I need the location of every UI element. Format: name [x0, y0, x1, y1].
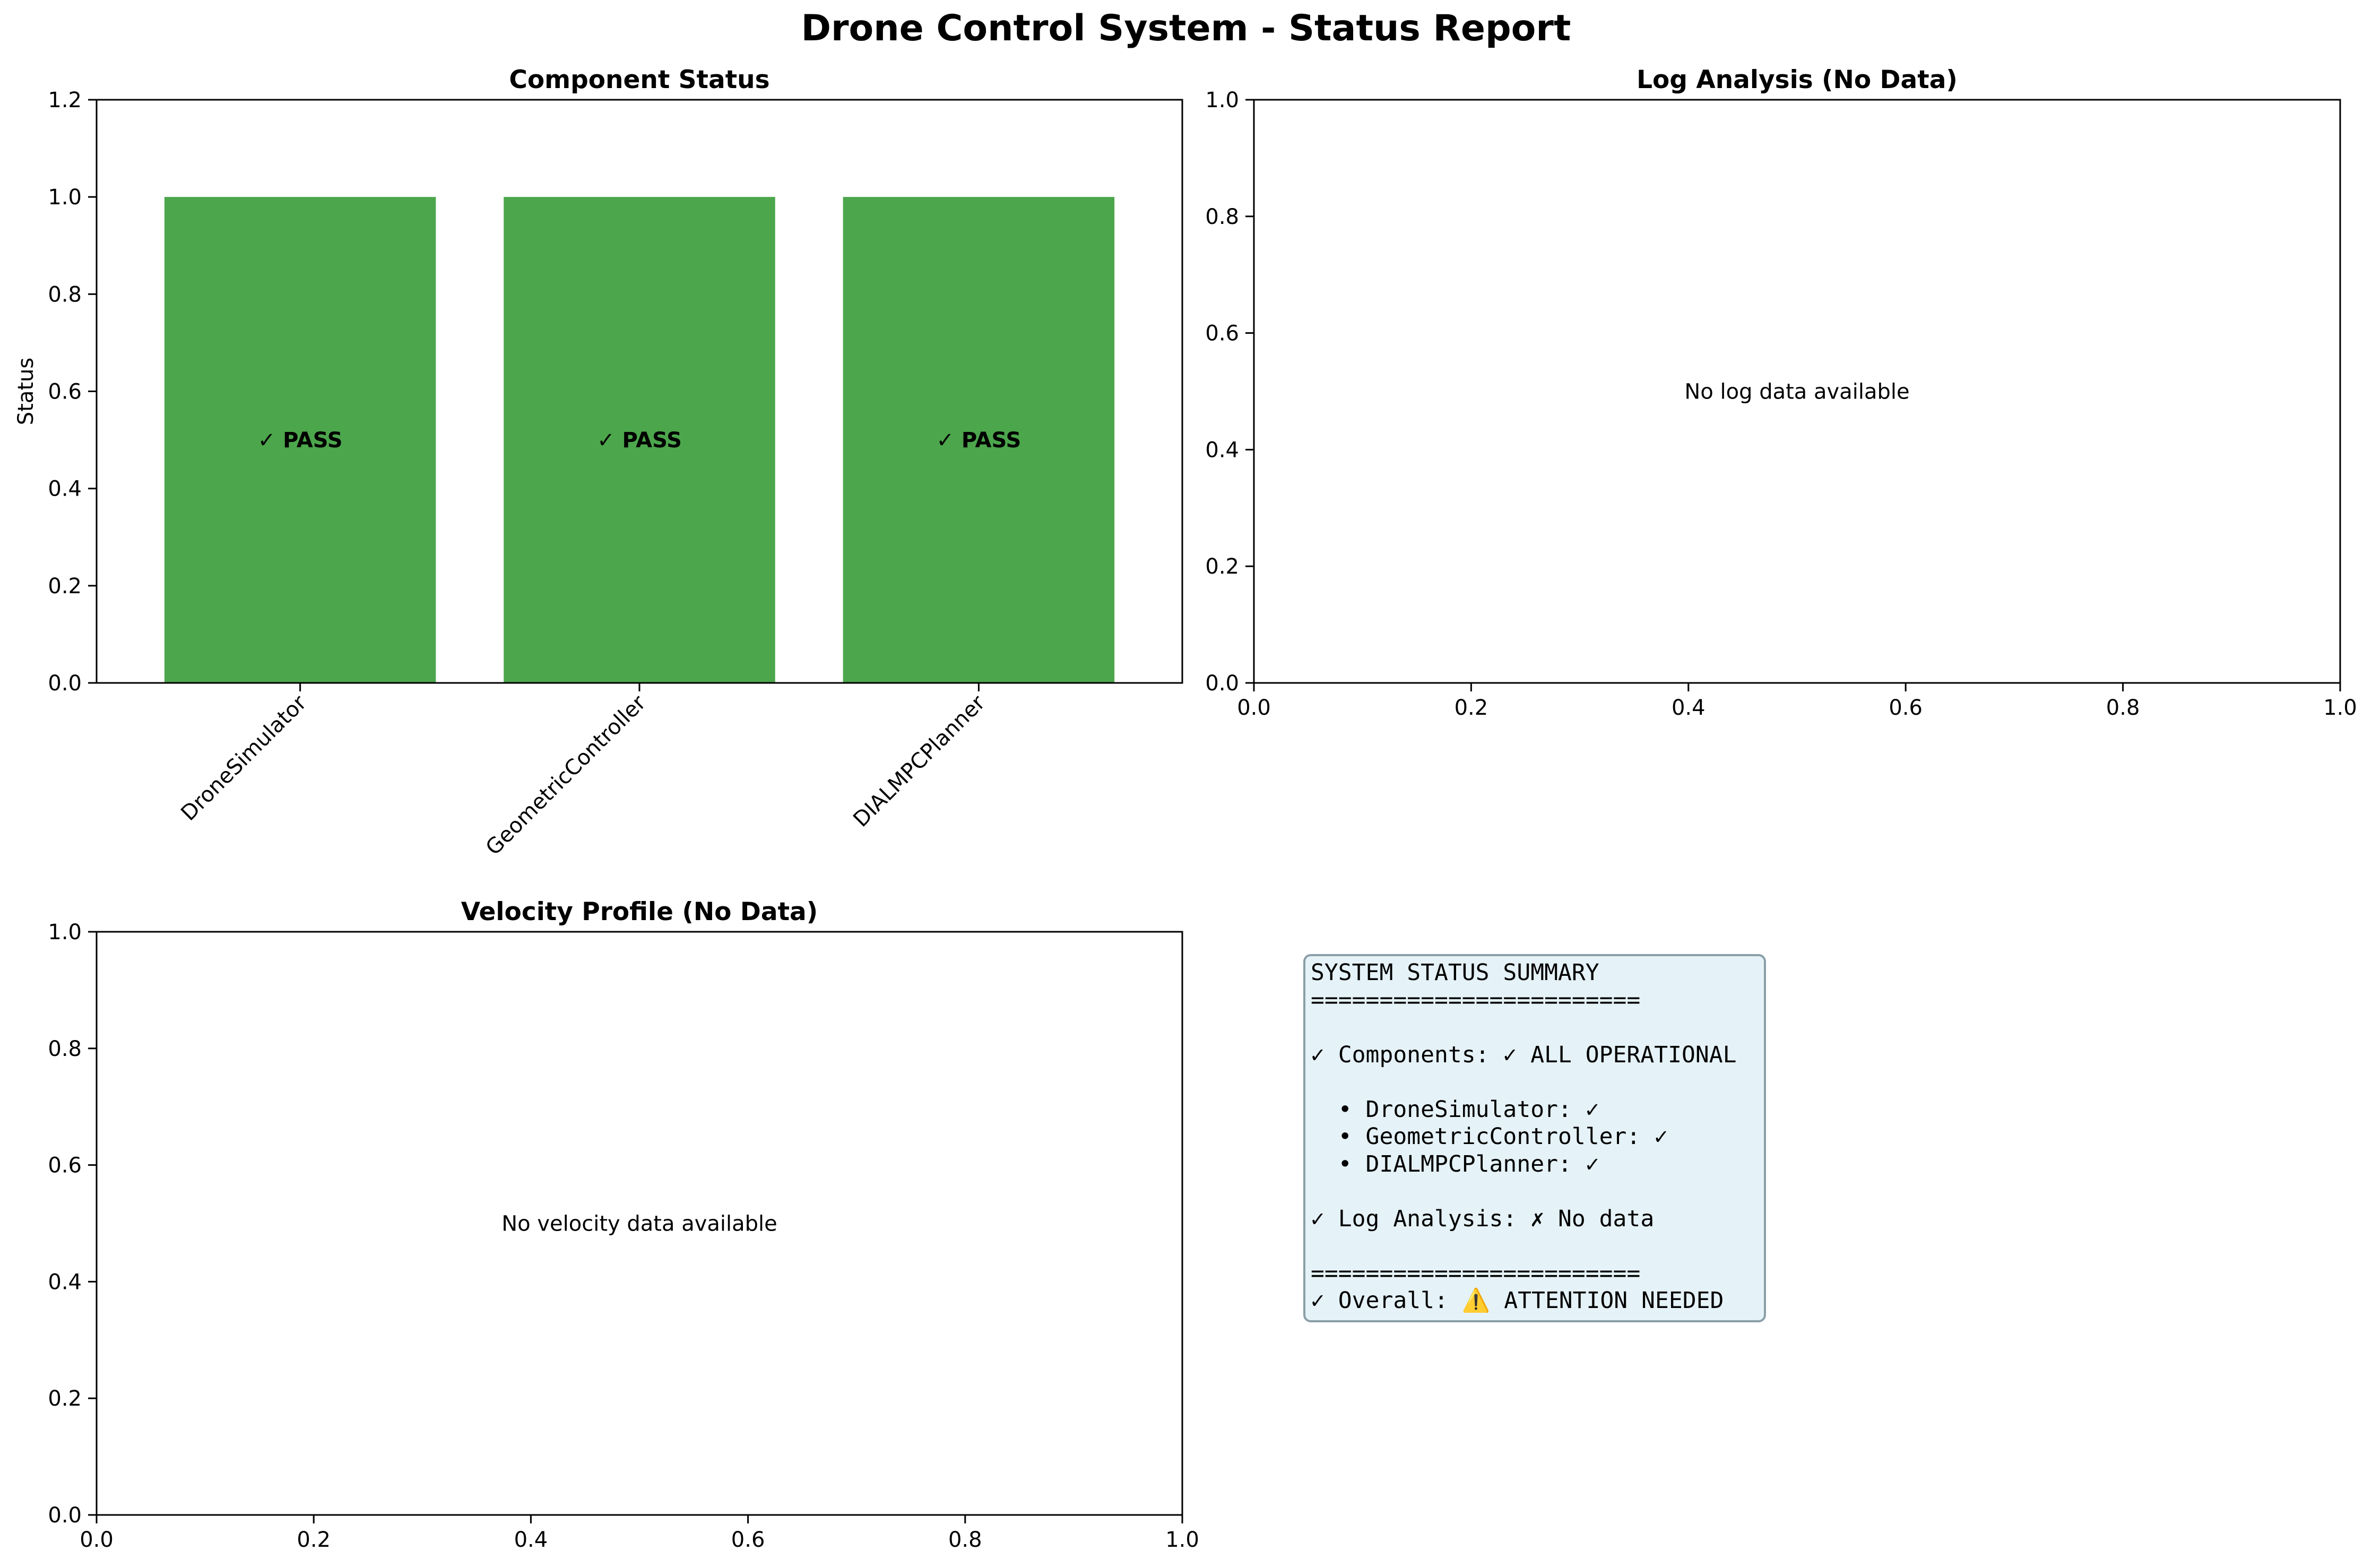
component-status-ytick-label: 0.8 — [48, 282, 82, 307]
log-analysis-title: Log Analysis (No Data) — [1637, 65, 1958, 94]
log-analysis-xtick-label: 0.2 — [1455, 696, 1488, 720]
component-status-xtick-label: GeometricController — [481, 690, 651, 860]
log-analysis-ytick-label: 0.4 — [1205, 438, 1239, 462]
bar-label: ✓ PASS — [936, 428, 1021, 453]
log-analysis-ytick-label: 0.6 — [1205, 322, 1239, 346]
component-status-ytick-label: 0.6 — [48, 380, 82, 404]
velocity-profile-ytick-label: 0.0 — [48, 1503, 82, 1528]
bar-geometriccontroller — [504, 197, 775, 683]
summary-text: SYSTEM STATUS SUMMARY ==================… — [1311, 959, 1737, 1314]
component-status-ytick-label: 1.2 — [48, 88, 82, 112]
figure-title: Drone Control System - Status Report — [801, 7, 1571, 49]
log-analysis-ytick-label: 0.8 — [1205, 205, 1239, 229]
bar-dialmpcplanner — [843, 197, 1115, 683]
component-status-xtick-label: DIALMPCPlanner — [849, 690, 990, 831]
log-analysis-xtick-label: 0.6 — [1889, 696, 1923, 720]
velocity-profile-ytick-label: 0.4 — [48, 1270, 82, 1294]
component-status-ytick-label: 0.4 — [48, 477, 82, 501]
component-status-ytick-label: 0.2 — [48, 574, 82, 599]
log-analysis-xtick-label: 1.0 — [2323, 696, 2357, 720]
velocity-profile-frame — [96, 931, 1183, 1516]
velocity-profile-ytick-label: 0.2 — [48, 1387, 82, 1411]
velocity-profile-xtick-label: 0.8 — [948, 1528, 982, 1552]
velocity-profile-ytick-label: 0.8 — [48, 1037, 82, 1061]
summary-box — [1303, 954, 1766, 1322]
velocity-profile-message: No velocity data available — [501, 1212, 777, 1236]
velocity-profile-ytick-label: 0.6 — [48, 1154, 82, 1178]
velocity-profile-title: Velocity Profile (No Data) — [461, 897, 818, 926]
log-analysis-ytick-label: 1.0 — [1205, 88, 1239, 112]
log-analysis-xtick-label: 0.0 — [1237, 696, 1271, 720]
component-status-ytick-label: 1.0 — [48, 185, 82, 210]
bar-label: ✓ PASS — [258, 428, 343, 453]
log-analysis-xtick-label: 0.8 — [2106, 696, 2140, 720]
component-status-title: Component Status — [509, 65, 769, 94]
component-status-ytick-label: 0.0 — [48, 671, 82, 696]
component-status-xtick-label: DroneSimulator — [176, 690, 311, 826]
log-analysis-frame — [1253, 99, 2341, 684]
log-analysis-message: No log data available — [1684, 380, 1909, 404]
log-analysis-ytick-label: 0.2 — [1205, 555, 1239, 579]
velocity-profile-xtick-label: 0.0 — [80, 1528, 114, 1552]
velocity-profile-ytick-label: 1.0 — [48, 920, 82, 945]
velocity-profile-xtick-label: 1.0 — [1165, 1528, 1199, 1552]
bar-label: ✓ PASS — [597, 428, 682, 453]
velocity-profile-xtick-label: 0.6 — [731, 1528, 765, 1552]
component-status-ylabel: Status — [14, 358, 38, 425]
log-analysis-xtick-label: 0.4 — [1672, 696, 1706, 720]
velocity-profile-xtick-label: 0.2 — [297, 1528, 331, 1552]
component-status-frame — [96, 99, 1183, 684]
log-analysis-ytick-label: 0.0 — [1205, 671, 1239, 696]
bar-dronesimulator — [164, 197, 436, 683]
velocity-profile-xtick-label: 0.4 — [514, 1528, 548, 1552]
